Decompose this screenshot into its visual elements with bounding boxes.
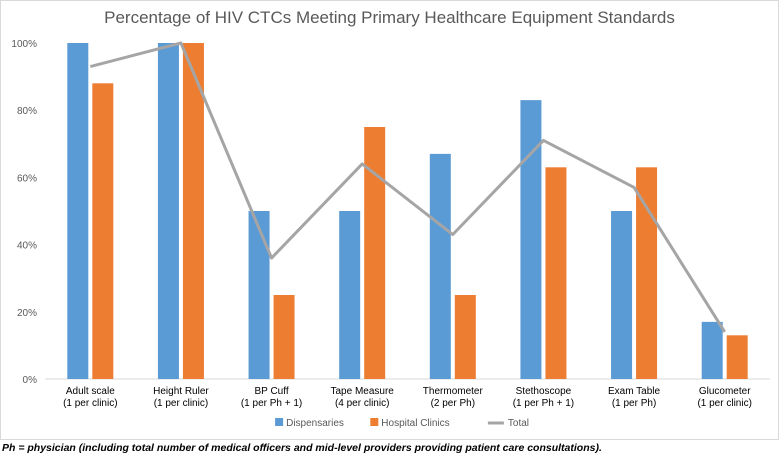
bar-dispensaries <box>157 43 179 379</box>
bar-dispensaries <box>339 211 361 379</box>
legend-swatch <box>370 418 379 426</box>
bar-hospital-clinics <box>273 295 295 379</box>
chart-title: Percentage of HIV CTCs Meeting Primary H… <box>104 8 675 27</box>
y-tick-label: 100% <box>11 39 37 50</box>
legend-label: Dispensaries <box>286 418 344 429</box>
x-category-label: Stethoscope <box>516 386 572 397</box>
footnote: Ph = physician (including total number o… <box>2 442 602 454</box>
y-tick-label: 0% <box>23 375 38 386</box>
x-category-label: BP Cuff <box>255 386 289 397</box>
bar-dispensaries <box>248 211 270 379</box>
x-category-label: Glucometer <box>699 386 751 397</box>
bar-hospital-clinics <box>364 127 386 379</box>
x-category-label: (1 per clinic) <box>63 398 117 409</box>
bar-dispensaries <box>701 321 723 379</box>
bar-hospital-clinics <box>92 83 114 379</box>
y-tick-label: 80% <box>17 106 37 117</box>
x-category-label: Tape Measure <box>331 386 395 397</box>
x-category-label: (2 per Ph) <box>431 398 475 409</box>
x-category-label: (4 per clinic) <box>335 398 389 409</box>
legend-label: Hospital Clinics <box>381 418 449 429</box>
y-tick-label: 40% <box>17 241 37 252</box>
x-category-label: (1 per clinic) <box>154 398 208 409</box>
bar-dispensaries <box>611 211 633 379</box>
x-category-label: (1 per Ph + 1) <box>241 398 302 409</box>
legend-label: Total <box>508 418 529 429</box>
x-category-label: Exam Table <box>608 386 661 397</box>
x-category-label: Adult scale <box>66 386 115 397</box>
x-category-label: (1 per clinic) <box>697 398 751 409</box>
bar-chart: 0%20%40%60%80%100%Adult scale(1 per clin… <box>11 39 770 429</box>
x-category-label: (1 per Ph + 1) <box>513 398 574 409</box>
bar-hospital-clinics <box>182 43 204 379</box>
y-tick-label: 60% <box>17 173 37 184</box>
x-category-label: Height Ruler <box>153 386 209 397</box>
bar-hospital-clinics <box>726 335 748 379</box>
bar-hospital-clinics <box>545 167 567 379</box>
x-category-label: (1 per Ph) <box>612 398 656 409</box>
y-tick-label: 20% <box>17 308 37 319</box>
bar-dispensaries <box>429 153 451 379</box>
bar-hospital-clinics <box>454 295 476 379</box>
legend-swatch <box>275 418 284 426</box>
bar-dispensaries <box>520 100 542 380</box>
bar-hospital-clinics <box>636 167 658 379</box>
line-total <box>89 41 726 333</box>
x-category-label: Thermometer <box>423 386 484 397</box>
bar-dispensaries <box>67 43 89 379</box>
